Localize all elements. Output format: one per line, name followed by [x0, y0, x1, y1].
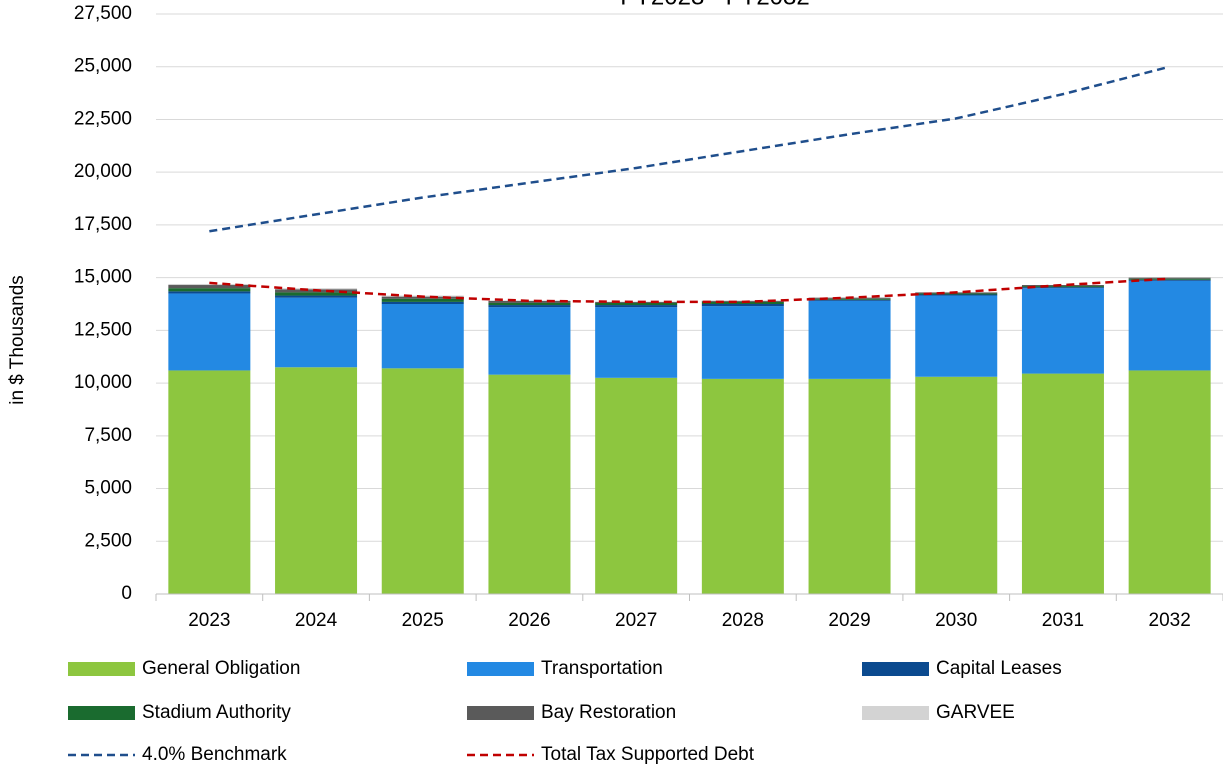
bar-segment [1128, 280, 1211, 371]
bar-segment [168, 291, 251, 294]
y-tick-label: 20,000 [74, 161, 132, 182]
bar-segment [595, 301, 678, 303]
bar-segment [1021, 287, 1104, 289]
bar-segment [595, 377, 678, 594]
bar-segment [488, 300, 571, 303]
y-tick-label: 17,500 [74, 214, 132, 235]
legend-swatch [862, 662, 929, 676]
legend-label: GARVEE [936, 702, 1015, 723]
y-tick-label: 22,500 [74, 108, 132, 129]
y-tick-label: 15,000 [74, 267, 132, 288]
bar-segment [701, 378, 784, 594]
bar-segment [1128, 279, 1211, 281]
x-tick-label: 2030 [935, 610, 977, 631]
bar-segment [1021, 288, 1104, 374]
bar-segment [381, 368, 464, 594]
legend-swatch [862, 706, 929, 720]
legend-label: Capital Leases [936, 658, 1062, 679]
bar-segment [701, 306, 784, 379]
line-series [209, 65, 1170, 233]
bar-segment [915, 293, 998, 295]
bar-segment [701, 304, 784, 307]
y-tick-label: 7,500 [84, 425, 132, 446]
bar-segment [168, 283, 251, 286]
legend-label: 4.0% Benchmark [142, 744, 287, 765]
y-tick-label: 27,500 [74, 3, 132, 24]
bar-segment [1021, 285, 1104, 287]
legend-swatch [467, 706, 534, 720]
y-tick-label: 12,500 [74, 319, 132, 340]
bar-segment [275, 292, 358, 296]
bar-segment [488, 307, 571, 375]
bar-segment [381, 304, 464, 369]
y-tick-label: 5,000 [84, 478, 132, 499]
bar-segment [1021, 373, 1104, 594]
x-tick-label: 2025 [402, 610, 444, 631]
bar-segment [168, 288, 251, 292]
chart-title: FY2023 - FY2032 [620, 0, 809, 10]
bar-segment [488, 305, 571, 308]
bar-segment [808, 298, 891, 300]
legend-label: Transportation [541, 658, 663, 679]
bar-segment [488, 302, 571, 306]
bar-segment [381, 301, 464, 304]
line-series [209, 277, 1170, 304]
bar-segment [275, 288, 358, 290]
bar-segment [1128, 370, 1211, 594]
x-tick-label: 2026 [508, 610, 550, 631]
bar-segment [808, 299, 891, 301]
bar-segment [168, 285, 251, 289]
bar-segment [1021, 286, 1104, 288]
bar-segment [808, 378, 891, 594]
y-tick-label: 2,500 [84, 530, 132, 551]
bar-segment [168, 293, 251, 371]
bar-segment [595, 302, 678, 306]
bar-segment [275, 297, 358, 368]
bar-segment [915, 294, 998, 296]
y-tick-label: 10,000 [74, 372, 132, 393]
legend-label: General Obligation [142, 658, 300, 679]
x-tick-label: 2023 [188, 610, 230, 631]
bar-segment [595, 307, 678, 378]
bar-segment [915, 295, 998, 377]
bar-segment [808, 300, 891, 379]
bar-segment [595, 305, 678, 308]
x-tick-label: 2024 [295, 610, 338, 631]
bar-segment [275, 367, 358, 594]
x-tick-label: 2027 [615, 610, 657, 631]
legend-label: Stadium Authority [142, 702, 291, 723]
x-tick-label: 2032 [1149, 610, 1191, 631]
legend-swatch [467, 662, 534, 676]
bar-segment [488, 374, 571, 594]
legend-label: Bay Restoration [541, 702, 676, 723]
y-tick-label: 25,000 [74, 56, 132, 77]
x-tick-label: 2031 [1042, 610, 1084, 631]
bar-segment [168, 370, 251, 594]
legend-label: Total Tax Supported Debt [541, 744, 755, 765]
y-axis-label: in $ Thousands [7, 275, 28, 405]
bar-segment [1128, 278, 1211, 280]
bar-segment [1128, 277, 1211, 279]
legend-swatch [68, 706, 135, 720]
x-tick-label: 2028 [722, 610, 764, 631]
bar-segment [381, 298, 464, 302]
x-tick-label: 2029 [828, 610, 870, 631]
bar-segment [915, 376, 998, 594]
legend-swatch [68, 662, 135, 676]
bar-segment [275, 295, 358, 298]
y-tick-label: 0 [121, 583, 132, 604]
